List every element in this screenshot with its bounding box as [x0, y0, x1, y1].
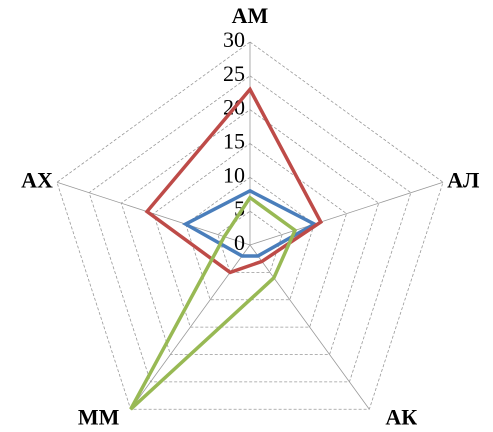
category-label: ММ: [78, 404, 120, 429]
grid-line: [152, 143, 348, 328]
y-tick-label: 10: [223, 162, 245, 187]
grid-line: [217, 210, 283, 273]
axis-line: [56, 181, 251, 246]
axis-line: [249, 244, 370, 410]
category-label: АЛ: [447, 167, 480, 192]
series-line: [181, 188, 319, 258]
y-tick-label: 15: [223, 129, 245, 154]
grid-line: [56, 41, 444, 410]
y-tick-label: 0: [234, 230, 245, 255]
series-line: [144, 86, 324, 275]
y-tick-label: 25: [223, 61, 245, 86]
category-label: АК: [385, 404, 417, 429]
grid-line: [88, 75, 412, 383]
grid-line: [120, 109, 380, 355]
category-label: АХ: [21, 167, 53, 192]
y-tick-label: 30: [223, 27, 245, 52]
category-label: АМ: [232, 3, 269, 28]
axis-line: [249, 181, 444, 246]
y-tick-label: 5: [234, 196, 245, 221]
series-line: [129, 195, 298, 411]
grid-line: [185, 176, 315, 301]
